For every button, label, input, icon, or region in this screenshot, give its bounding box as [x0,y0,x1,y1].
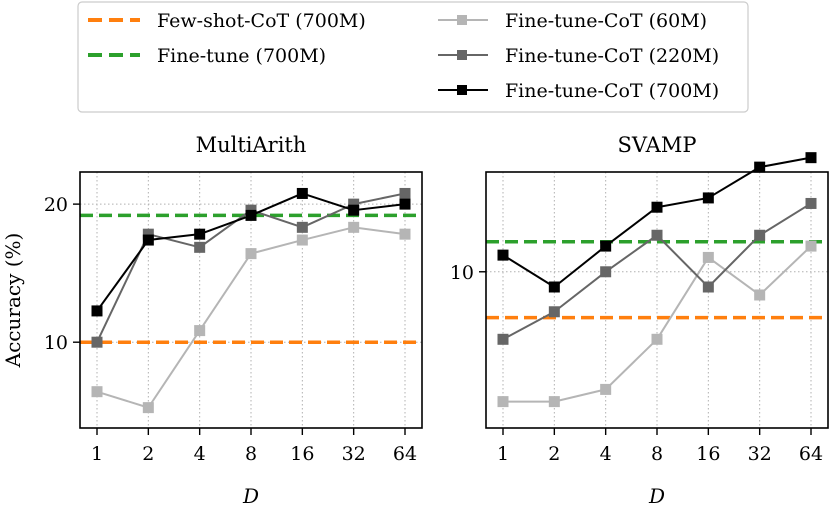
point-fine-tune-cot-60m-multiarith-32 [348,221,360,233]
point-fine-tune-cot-220m-svamp-16 [702,281,714,293]
x-tick-label-svamp-32: 32 [748,443,772,465]
point-fine-tune-cot-220m-svamp-1 [497,333,509,345]
legend-marker-ftcot-60m [457,15,467,25]
point-fine-tune-cot-60m-multiarith-4 [194,325,206,337]
point-fine-tune-cot-220m-multiarith-4 [194,241,206,253]
x-tick-label-svamp-2: 2 [548,443,560,465]
point-fine-tune-cot-60m-svamp-2 [548,396,560,408]
point-fine-tune-cot-60m-svamp-1 [497,396,509,408]
panel-multiarith: MultiArith 1 2 4 8 16 32 64 10 20 D Accuracy (%… [1,133,423,508]
legend-label-ftcot-700m: Fine-tune-CoT (700M) [505,80,719,102]
grid-multiarith [80,172,422,428]
legend-frame [77,1,749,113]
legend-entry-ftcot-220m: Fine-tune-CoT (220M) [438,45,719,67]
x-tick-label-svamp-16: 16 [696,443,720,465]
point-fine-tune-cot-60m-svamp-4 [600,383,612,395]
series-multiarith [91,187,411,414]
panel-svamp: SVAMP 1 2 4 8 16 32 64 10 D [450,133,829,508]
legend: Few-shot-CoT (700M) Fine-tune (700M) Fin… [77,1,749,113]
point-fine-tune-cot-220m-multiarith-16 [296,221,308,233]
point-fine-tune-cot-700m-svamp-1 [497,249,509,261]
legend-entry-ftcot-700m: Fine-tune-CoT (700M) [438,80,719,102]
point-fine-tune-cot-700m-svamp-32 [754,161,766,173]
point-fine-tune-cot-60m-multiarith-1 [91,386,103,398]
x-tick-label-multiarith-4: 4 [194,443,206,465]
point-fine-tune-cot-60m-multiarith-8 [245,248,257,260]
legend-entry-ftcot-60m: Fine-tune-CoT (60M) [438,10,707,32]
point-fine-tune-cot-220m-svamp-32 [754,229,766,241]
point-fine-tune-cot-60m-svamp-32 [754,289,766,301]
x-tick-label-multiarith-2: 2 [142,443,154,465]
x-tick-label-svamp-8: 8 [651,443,663,465]
point-fine-tune-cot-60m-svamp-8 [651,333,663,345]
point-fine-tune-cot-220m-svamp-8 [651,229,663,241]
x-tick-label-multiarith-32: 32 [342,443,366,465]
point-fine-tune-cot-700m-multiarith-1 [91,305,103,317]
legend-label-few-shot-cot: Few-shot-CoT (700M) [157,10,366,32]
series-svamp [497,152,817,408]
point-fine-tune-cot-220m-svamp-2 [548,306,560,318]
x-ticks-multiarith: 1 2 4 8 16 32 64 [91,428,417,465]
point-fine-tune-cot-700m-svamp-64 [805,152,817,164]
point-fine-tune-cot-220m-svamp-4 [600,266,612,278]
legend-entry-fine-tune: Fine-tune (700M) [88,45,326,67]
point-fine-tune-cot-60m-svamp-64 [805,240,817,252]
legend-marker-ftcot-700m [457,85,467,95]
y-tick-label-svamp-10: 10 [450,262,474,284]
x-axis-label-svamp: D [648,484,665,508]
point-fine-tune-cot-700m-multiarith-8 [245,209,257,221]
point-fine-tune-cot-700m-multiarith-32 [348,204,360,216]
x-tick-label-multiarith-1: 1 [91,443,103,465]
point-fine-tune-cot-220m-multiarith-32 [348,198,360,210]
x-tick-label-svamp-4: 4 [600,443,612,465]
legend-label-ftcot-60m: Fine-tune-CoT (60M) [505,10,707,32]
point-fine-tune-cot-60m-multiarith-2 [142,402,154,414]
point-fine-tune-cot-700m-multiarith-64 [399,198,411,210]
point-fine-tune-cot-60m-multiarith-64 [399,228,411,240]
x-ticks-svamp: 1 2 4 8 16 32 64 [497,428,823,465]
point-fine-tune-cot-700m-svamp-16 [702,192,714,204]
y-ticks-svamp: 10 [450,262,486,284]
point-fine-tune-cot-220m-multiarith-2 [142,228,154,240]
x-tick-label-multiarith-16: 16 [290,443,314,465]
legend-label-ftcot-220m: Fine-tune-CoT (220M) [505,45,719,67]
panel-title-multiarith: MultiArith [196,133,307,157]
point-fine-tune-cot-700m-svamp-8 [651,201,663,213]
x-tick-label-svamp-1: 1 [497,443,509,465]
y-tick-label-multiarith-10: 10 [44,332,68,354]
x-axis-label-multiarith: D [242,484,259,508]
point-fine-tune-cot-700m-svamp-4 [600,240,612,252]
point-fine-tune-cot-700m-multiarith-4 [194,228,206,240]
point-fine-tune-cot-700m-multiarith-2 [142,234,154,246]
panel-title-svamp: SVAMP [618,133,697,157]
point-fine-tune-cot-220m-multiarith-1 [91,336,103,348]
point-fine-tune-cot-220m-multiarith-64 [399,187,411,199]
baselines-multiarith [80,213,422,344]
point-fine-tune-cot-60m-multiarith-16 [296,234,308,246]
legend-entry-few-shot-cot: Few-shot-CoT (700M) [88,10,366,32]
x-tick-label-multiarith-64: 64 [393,443,417,465]
point-fine-tune-cot-700m-svamp-2 [548,281,560,293]
legend-label-fine-tune: Fine-tune (700M) [157,45,326,67]
point-fine-tune-cot-220m-svamp-64 [805,197,817,209]
y-axis-label: Accuracy (%) [1,233,25,369]
x-tick-label-svamp-64: 64 [799,443,823,465]
point-fine-tune-cot-60m-svamp-16 [702,251,714,263]
y-ticks-multiarith: 10 20 [44,194,80,354]
y-tick-label-multiarith-20: 20 [44,194,68,216]
legend-marker-ftcot-220m [457,50,467,60]
x-tick-label-multiarith-8: 8 [245,443,257,465]
point-fine-tune-cot-700m-multiarith-16 [296,187,308,199]
